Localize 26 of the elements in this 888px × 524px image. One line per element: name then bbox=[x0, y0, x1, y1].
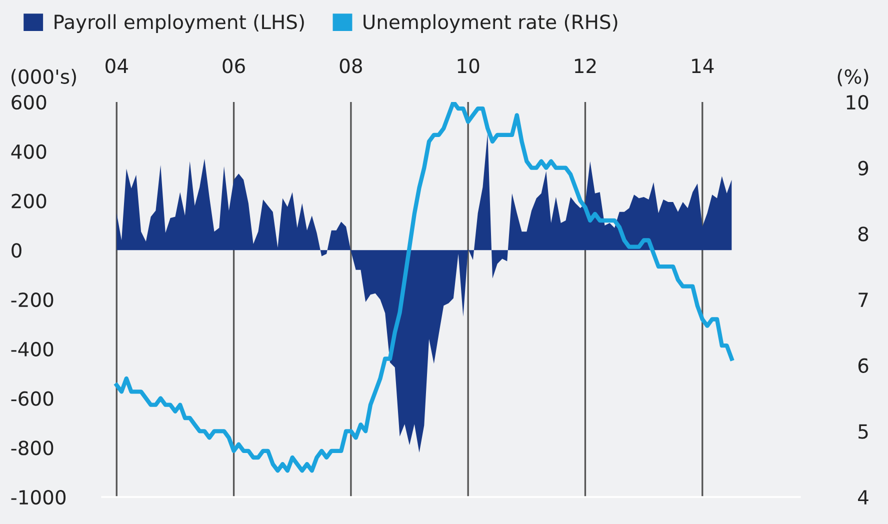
y-axis-title: (000's) bbox=[12, 68, 76, 86]
y2-tick-label: 4 bbox=[858, 490, 868, 504]
y2-tick-label: 5 bbox=[858, 424, 868, 439]
y-tick-label: 400 bbox=[11, 144, 46, 160]
y-tick-label: -600 bbox=[11, 391, 54, 406]
y2-tick-label: 9 bbox=[858, 160, 868, 176]
y-tick-label: -1000 bbox=[11, 490, 66, 505]
x-tick-label: 10 bbox=[458, 58, 480, 74]
x-tick-label: 14 bbox=[692, 58, 714, 73]
y-tick-label: -800 bbox=[11, 440, 54, 456]
y2-tick-label: 8 bbox=[858, 226, 868, 242]
y-tick-label: -400 bbox=[11, 342, 54, 357]
y-tick-label: 600 bbox=[12, 94, 46, 110]
y-tick-label: 200 bbox=[12, 194, 46, 208]
y-tick-label: -200 bbox=[11, 292, 54, 308]
legend-label: Unemployment rate (RHS) bbox=[364, 14, 618, 34]
x-tick-label: 12 bbox=[574, 58, 596, 73]
x-tick-label: 04 bbox=[106, 58, 128, 74]
x-tick-label: 06 bbox=[222, 58, 245, 74]
y2-tick-label: 7 bbox=[858, 292, 868, 307]
y2-axis-title: (%) bbox=[838, 68, 868, 86]
y2-tick-label: 10 bbox=[846, 94, 868, 110]
x-tick-label: 08 bbox=[340, 58, 362, 74]
y-tick-label: 0 bbox=[12, 243, 22, 258]
legend-label: Payroll employment (LHS) bbox=[54, 14, 304, 34]
y2-tick-label: 6 bbox=[858, 358, 868, 373]
